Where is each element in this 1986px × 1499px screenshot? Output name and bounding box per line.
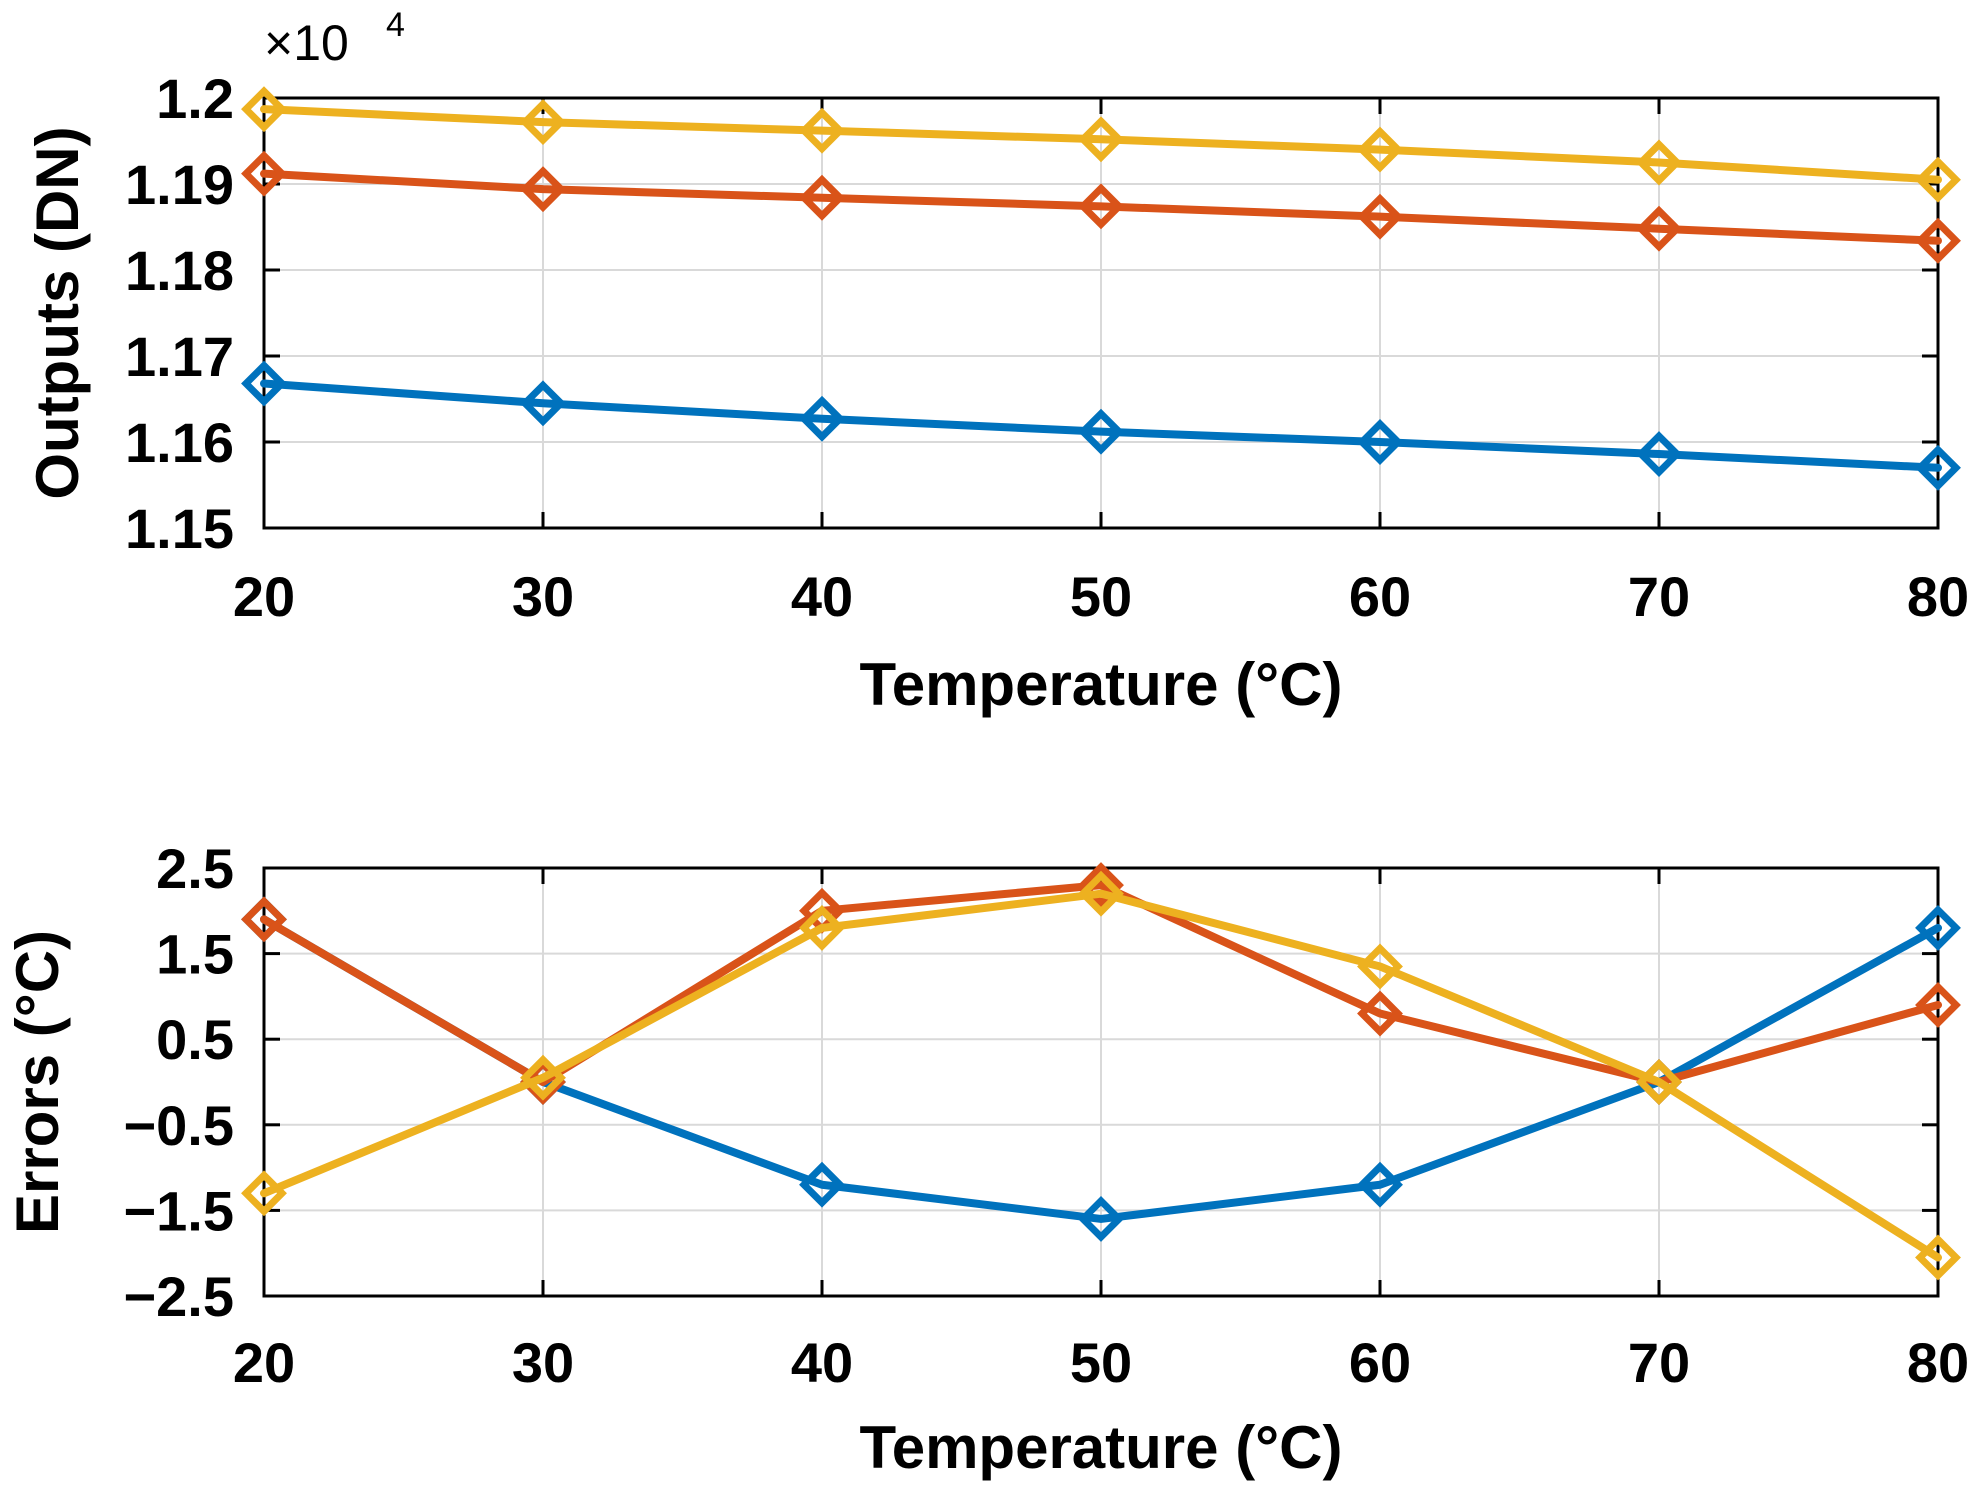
data-point-marker [1636, 1059, 1682, 1105]
data-point-marker [1636, 139, 1682, 186]
data-point-marker [799, 395, 845, 442]
x-axis-label: Temperature (°C) [860, 651, 1343, 718]
data-point-marker [1915, 904, 1961, 951]
x-axis-label: Temperature (°C) [860, 1414, 1343, 1481]
x-tick-label: 30 [512, 565, 574, 628]
data-point-marker [241, 896, 287, 943]
x-tick-label: 40 [791, 565, 853, 628]
data-point-marker [241, 1170, 287, 1217]
series-2 [241, 150, 1961, 264]
data-point-marker [1078, 116, 1124, 163]
series-line [260, 379, 1942, 472]
y-axis-label: Errors (°C) [4, 930, 71, 1234]
data-point-marker [241, 86, 287, 133]
data-point-marker [1915, 444, 1961, 491]
x-tick-label: 30 [512, 1331, 574, 1394]
series-line [260, 105, 1942, 184]
x-tick-label: 80 [1907, 1331, 1969, 1394]
y-tick-label: 1.18 [125, 239, 234, 302]
data-point-marker [1357, 943, 1403, 990]
data-point-marker [1078, 183, 1124, 230]
data-point-marker [799, 904, 845, 951]
chart-panel-2: 20 30 40 50 60 70 80 −2.5 −1.5 −0.5 0.5 1.5 2.5 Tempe… [4, 837, 1969, 1481]
series-3 [241, 86, 1961, 203]
y-tick-label: 1.19 [125, 153, 234, 216]
x-tick-label: 70 [1628, 1331, 1690, 1394]
data-point-marker [1357, 990, 1403, 1037]
y-axis-exponent: ×10 [264, 15, 349, 71]
data-point-marker [1357, 193, 1403, 240]
data-point-marker [1078, 1196, 1124, 1242]
y-tick-label: −2.5 [123, 1265, 234, 1328]
x-tick-label: 50 [1070, 565, 1132, 628]
data-point-marker [1636, 431, 1682, 477]
y-tick-label: 1.15 [125, 497, 234, 560]
y-tick-label: 1.16 [125, 411, 234, 474]
y-tick-label: 1.2 [156, 67, 234, 130]
data-point-marker [1915, 982, 1961, 1028]
y-tick-label: 0.5 [156, 1008, 234, 1071]
x-tick-label: 40 [791, 1331, 853, 1394]
x-tick-label: 70 [1628, 565, 1690, 628]
x-tick-label: 80 [1907, 565, 1969, 628]
data-point-marker [520, 99, 566, 146]
data-point-marker [1915, 1234, 1961, 1281]
data-point-marker [1078, 862, 1124, 909]
data-point-marker [1357, 419, 1403, 465]
x-tick-label: 20 [233, 565, 295, 628]
series-3 [241, 870, 1961, 1281]
y-tick-label: 2.5 [156, 837, 234, 900]
data-point-marker [1915, 217, 1961, 264]
data-point-marker [520, 1054, 566, 1101]
data-point-marker [1357, 126, 1403, 173]
data-point-marker [241, 150, 287, 197]
series-1 [241, 360, 1961, 491]
data-point-marker [1636, 205, 1682, 252]
y-tick-label: 1.5 [156, 923, 234, 986]
data-point-marker [799, 1161, 845, 1208]
x-tick-label: 20 [233, 1331, 295, 1394]
x-tick-label: 60 [1349, 565, 1411, 628]
data-point-marker [799, 107, 845, 154]
x-tick-label: 60 [1349, 1331, 1411, 1394]
y-tick-label: −1.5 [123, 1179, 234, 1242]
data-point-marker [520, 380, 566, 427]
data-point-marker [1357, 1161, 1403, 1208]
chart-panel-1: 20 30 40 50 60 70 80 1.15 1.16 1.17 1.18 1.19 1.2 Tem… [24, 6, 1969, 718]
data-point-marker [1078, 408, 1124, 455]
y-tick-label: −0.5 [123, 1094, 234, 1157]
y-axis-label: Outputs (DN) [24, 126, 91, 499]
data-point-marker [1078, 870, 1124, 917]
y-tick-label: 1.17 [125, 325, 234, 388]
x-tick-label: 50 [1070, 1331, 1132, 1394]
data-point-marker [799, 174, 845, 221]
series-line [260, 889, 1942, 1262]
y-axis-exponent-power: 4 [386, 6, 405, 44]
series-line [260, 169, 1942, 245]
data-point-marker [1915, 156, 1961, 203]
data-point-marker [241, 360, 287, 407]
data-point-marker [520, 166, 566, 213]
